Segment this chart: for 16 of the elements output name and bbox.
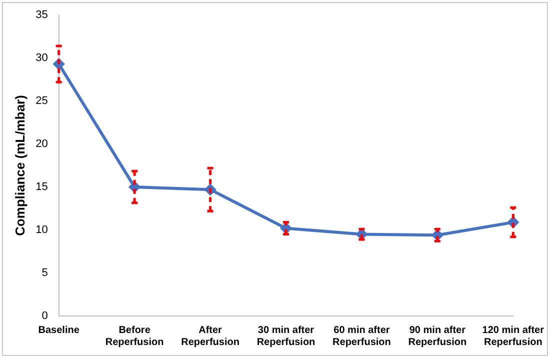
y-tick-label: 20 <box>36 138 48 150</box>
x-tick-label: 90 min after Reperfusion <box>408 324 467 348</box>
x-tick-label: Baseline <box>38 324 80 336</box>
y-tick-label: 30 <box>36 52 48 64</box>
x-tick-label: After Reperfusion <box>181 324 240 348</box>
x-tick-label: Before Reperfusion <box>105 324 164 348</box>
y-axis-title: Compliance (mL/mbar) <box>12 95 28 236</box>
x-tick-label: 60 min after Reperfusion <box>332 324 391 348</box>
y-tick-label: 15 <box>36 181 48 194</box>
y-tick-label: 35 <box>36 9 48 22</box>
x-tick-label: 30 min after Reperfusion <box>256 324 316 348</box>
x-tick-label: 120 min after Reperfusion <box>482 324 544 348</box>
y-tick-label: 0 <box>42 310 48 322</box>
y-tick-label: 10 <box>36 224 48 236</box>
y-tick-label: 5 <box>42 267 48 280</box>
y-tick-label: 25 <box>36 95 48 108</box>
